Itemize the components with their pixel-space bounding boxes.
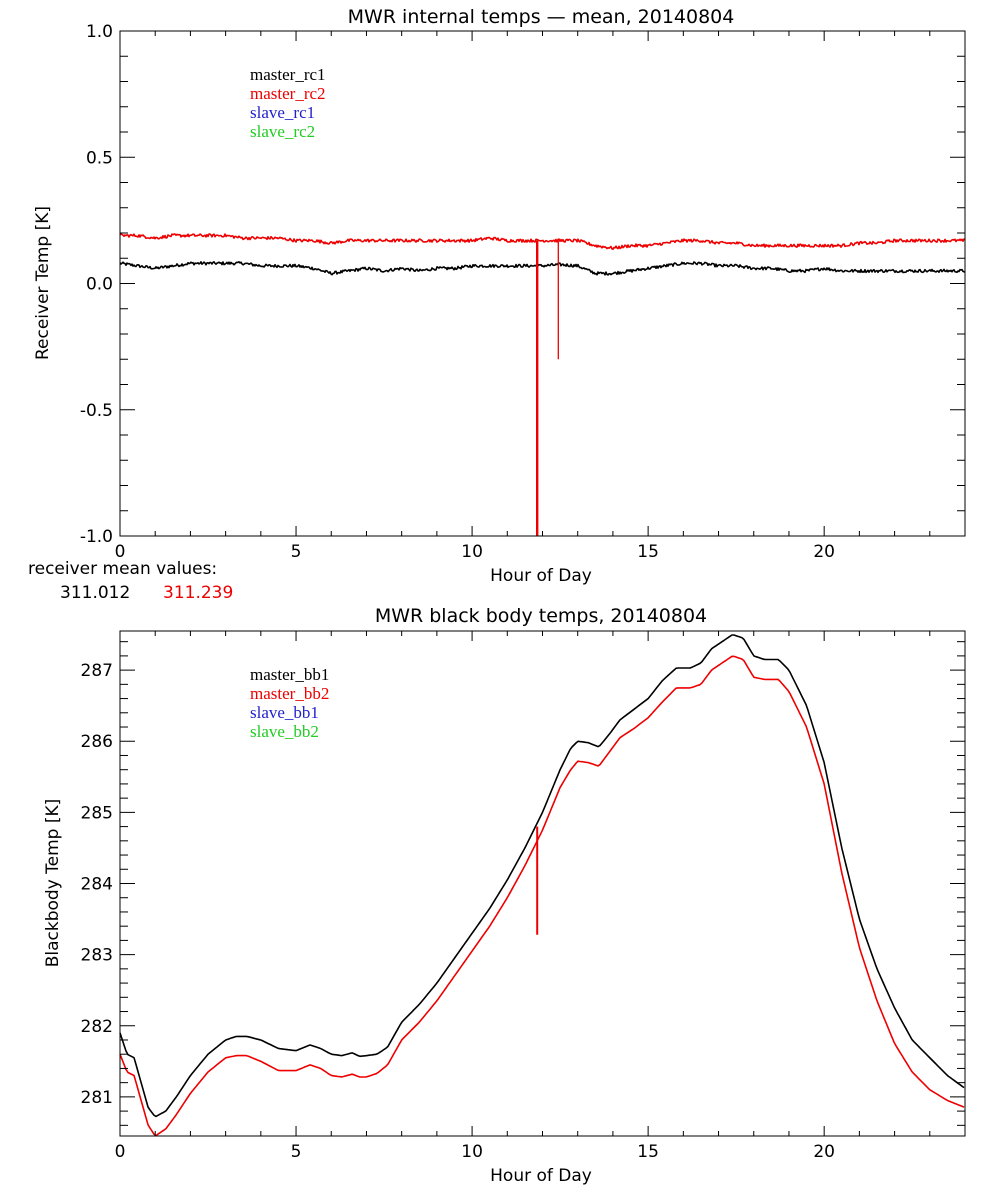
- series-group: [119, 233, 966, 536]
- receiver-mean-value-1: 311.012: [60, 583, 130, 603]
- y-tick-label: 0.0: [86, 275, 113, 295]
- y-tick-label: 281: [81, 1088, 113, 1108]
- chart-title: MWR internal temps — mean, 20140804: [348, 6, 735, 28]
- x-tick-label: 20: [813, 1142, 835, 1162]
- x-tick-label: 10: [461, 542, 483, 562]
- x-axis-title: Hour of Day: [490, 566, 592, 586]
- x-tick-label: 0: [115, 1142, 126, 1162]
- legend: master_rc1 master_rc2 slave_rc1 slave_rc…: [250, 65, 326, 141]
- x-tick-label: 15: [637, 542, 659, 562]
- y-tick-label: -1.0: [80, 527, 113, 547]
- x-tick-label: 15: [637, 1142, 659, 1162]
- legend-entry: slave_rc1: [250, 103, 315, 122]
- y-axis-title: Receiver Temp [K]: [33, 206, 53, 360]
- y-tick-label: 1.0: [86, 22, 113, 42]
- y-tick-label: 282: [81, 1017, 113, 1037]
- x-tick-label: 5: [291, 1142, 302, 1162]
- y-tick-label: 283: [81, 946, 113, 966]
- receiver-mean-value-2: 311.239: [163, 583, 233, 603]
- legend: master_bb1 master_bb2 slave_bb1 slave_bb…: [250, 665, 329, 741]
- legend-entry: slave_bb1: [250, 703, 319, 722]
- y-tick-label: 287: [81, 661, 113, 681]
- y-tick-label: 0.5: [86, 148, 113, 168]
- series-group: [119, 634, 965, 1137]
- legend-entry: master_rc1: [250, 65, 326, 84]
- chart-title: MWR black body temps, 20140804: [375, 605, 707, 627]
- x-tick-label: 20: [813, 542, 835, 562]
- series-line-master_bb1: [119, 634, 965, 1118]
- series-line-master_rc2: [119, 233, 966, 250]
- y-tick-label: 284: [81, 875, 113, 895]
- legend-entry: master_rc2: [250, 84, 326, 103]
- legend-entry: master_bb1: [250, 665, 329, 684]
- plot-frame: [119, 630, 966, 1137]
- x-tick-label: 5: [291, 542, 302, 562]
- receiver-temp-chart: MWR internal temps — mean, 20140804 0 5 10…: [33, 6, 966, 586]
- y-tick-label: -0.5: [80, 401, 113, 421]
- plot-frame: [119, 30, 966, 537]
- y-tick-label: 285: [81, 803, 113, 823]
- x-tick-label: 0: [115, 542, 126, 562]
- receiver-mean-label: receiver mean values:: [28, 559, 217, 579]
- legend-entry: master_bb2: [250, 684, 329, 703]
- legend-entry: slave_rc2: [250, 122, 315, 141]
- axis-ticks: 0 5 10 15 20 -1.0 -0.5 0.0 0.5 1.0: [80, 22, 966, 562]
- y-axis-title: Blackbody Temp [K]: [43, 799, 63, 968]
- receiver-mean-values: receiver mean values: 311.012 311.239: [28, 559, 233, 603]
- x-axis-title: Hour of Day: [490, 1166, 592, 1186]
- axis-ticks: 0 5 10 15 20 281 282 283 284 285 286 287: [81, 631, 966, 1162]
- x-tick-label: 10: [461, 1142, 483, 1162]
- y-tick-label: 286: [81, 732, 113, 752]
- blackbody-temp-chart: MWR black body temps, 20140804 0 5 10 15 20 2…: [43, 605, 966, 1186]
- legend-entry: slave_bb2: [250, 722, 319, 741]
- series-line-master_bb2: [119, 655, 965, 1137]
- series-line-master_rc1: [119, 260, 966, 276]
